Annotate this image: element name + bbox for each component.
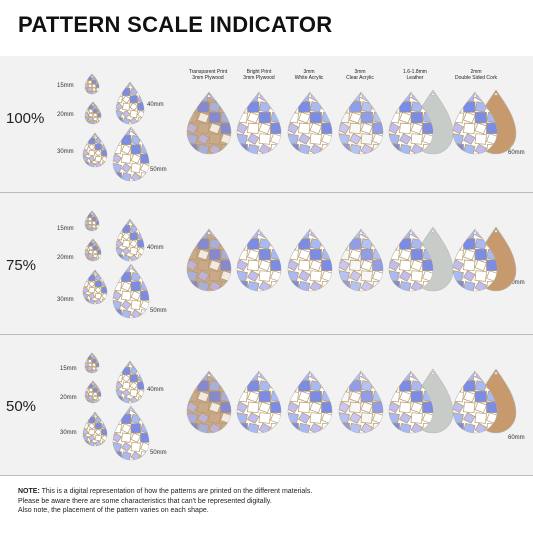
size-label: 20mm (60, 395, 77, 401)
size-sample-drop (84, 73, 100, 95)
material-sample-drop (236, 91, 282, 155)
size-label: 60mm (508, 150, 525, 156)
size-label: 60mm (508, 280, 525, 286)
size-sample-drop (84, 380, 102, 404)
size-sample-drop (84, 101, 102, 125)
size-label: 20mm (57, 255, 74, 261)
size-sample-drop (112, 405, 150, 461)
material-sample-drop (388, 370, 434, 434)
note-line-1: This is a digital representation of how … (39, 488, 313, 495)
size-label: 40mm (147, 102, 164, 108)
size-sample-drop (82, 132, 108, 168)
scale-percent-label: 100% (6, 110, 45, 127)
page-title: PATTERN SCALE INDICATOR (18, 12, 333, 37)
size-label: 50mm (150, 308, 167, 314)
material-sample-drop (236, 228, 282, 292)
note-line-3: Also note, the placement of the pattern … (18, 507, 209, 514)
note-text: NOTE: This is a digital representation o… (18, 487, 518, 516)
size-sample-drop (84, 352, 100, 374)
material-sample-drop (287, 370, 333, 434)
size-label: 15mm (60, 366, 77, 372)
size-label: 30mm (57, 149, 74, 155)
material-label-plywood-bright: Bright Print 3mm Plywood (243, 69, 275, 81)
size-label: 60mm (508, 435, 525, 441)
size-sample-drop (82, 269, 108, 305)
material-sample-drop (338, 228, 384, 292)
material-label-clear-acrylic: 3mm Clear Acrylic (346, 69, 374, 81)
size-sample-drop (84, 210, 100, 232)
separator (0, 475, 533, 476)
material-label-cork: 2mm Double Sided Cork (455, 69, 497, 81)
size-sample-drop (115, 218, 145, 262)
material-label-leather: 1.6-1.8mm Leather (403, 69, 427, 81)
size-label: 50mm (150, 450, 167, 456)
material-sample-drop (236, 370, 282, 434)
material-sample-drop (388, 228, 434, 292)
material-sample-drop (287, 91, 333, 155)
size-label: 30mm (60, 430, 77, 436)
size-label: 15mm (57, 83, 74, 89)
size-label: 50mm (150, 167, 167, 173)
size-label: 30mm (57, 297, 74, 303)
separator (0, 334, 533, 335)
size-label: 15mm (57, 226, 74, 232)
scale-percent-label: 75% (6, 257, 37, 274)
note-label: NOTE: (18, 488, 40, 495)
size-sample-drop (115, 81, 145, 125)
note-line-2: Please be aware there are some character… (18, 497, 272, 505)
material-sample-drop (338, 91, 384, 155)
size-sample-drop (84, 238, 102, 262)
material-sample-drop (287, 228, 333, 292)
material-sample-drop (186, 91, 232, 155)
material-sample-drop (452, 91, 498, 155)
material-sample-drop (186, 370, 232, 434)
size-sample-drop (82, 411, 108, 447)
separator (0, 192, 533, 193)
size-label: 40mm (147, 387, 164, 393)
material-sample-drop (338, 370, 384, 434)
size-label: 20mm (57, 112, 74, 118)
size-sample-drop (115, 360, 145, 404)
material-sample-drop (186, 228, 232, 292)
size-sample-drop (112, 126, 150, 182)
material-sample-drop (452, 228, 498, 292)
size-sample-drop (112, 263, 150, 319)
scale-percent-label: 50% (6, 398, 37, 415)
material-sample-drop (452, 370, 498, 434)
material-label-white-acrylic: 3mm White Acrylic (294, 69, 324, 81)
material-sample-drop (388, 91, 434, 155)
material-label-plywood-transparent: Transparent Print 3mm Plywood (188, 69, 228, 81)
size-label: 40mm (147, 245, 164, 251)
